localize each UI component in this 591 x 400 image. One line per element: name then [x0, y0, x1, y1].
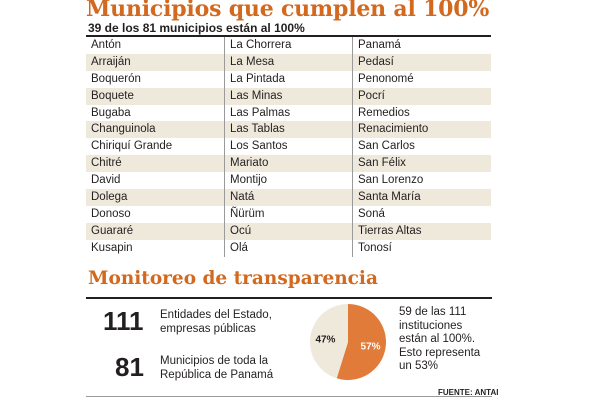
compliance-pie-chart: 57% 47% — [310, 304, 386, 380]
municipality-cell: Natá — [225, 189, 352, 206]
footer-divider — [86, 396, 492, 397]
municipality-cell: Tierras Altas — [353, 222, 491, 240]
section-divider — [86, 297, 492, 299]
municipality-cell: Dolega — [86, 189, 224, 206]
municipality-cell: Mariato — [225, 155, 352, 173]
municipality-cell: La Mesa — [225, 53, 352, 71]
page-subtitle: 39 de los 81 municipios están al 100% — [88, 21, 305, 35]
municipality-cell: Montijo — [230, 174, 268, 187]
municipality-cell: Boquerón — [91, 72, 141, 85]
pie-slice-label: 57% — [361, 341, 381, 352]
municipality-cell: Ocú — [225, 222, 352, 240]
header-divider — [86, 35, 491, 37]
municipality-cell: Donoso — [91, 207, 131, 220]
municipality-cell: Arraiján — [86, 53, 224, 71]
municipality-cell: San Félix — [353, 155, 491, 173]
municipality-cell: Antón — [91, 39, 122, 51]
compliance-summary: 59 de las 111 instituciones están al 100… — [399, 306, 481, 372]
municipality-cell: Changuinola — [86, 121, 224, 139]
municipality-cell: Panamá — [358, 39, 401, 51]
municipalities-column-2: La Chorrera La Mesa La Pintada Las Minas Las… — [224, 37, 353, 257]
municipalities-column-3: Panamá Pedasí Penonomé Pocrí Remedios Renacim… — [353, 37, 491, 257]
municipality-cell: Las Minas — [225, 87, 352, 105]
entities-description: Entidades del Estado, empresas públicas — [160, 309, 272, 335]
pie-slice — [310, 304, 348, 379]
municipality-cell: Las Tablas — [225, 121, 352, 139]
municipality-cell: David — [91, 174, 121, 187]
municipality-cell: Las Palmas — [230, 106, 291, 119]
source-credit: FUENTE: ANTAI — [438, 388, 499, 397]
municipality-cell: Kusapin — [91, 241, 133, 254]
municipality-cell: Soná — [358, 207, 385, 220]
municipality-cell: Chitré — [86, 155, 224, 173]
municipality-cell: Renacimiento — [353, 121, 491, 139]
municipality-cell: Remedios — [358, 106, 410, 119]
municipality-cell: Boquete — [86, 87, 224, 105]
pie-slice — [336, 304, 386, 380]
municipality-cell: La Pintada — [230, 72, 285, 85]
municipality-cell: La Chorrera — [230, 39, 292, 51]
monitoring-title: Monitoreo de transparencia — [88, 268, 378, 289]
municipalities-count: 81 — [115, 352, 144, 382]
municipality-cell: Bugaba — [91, 106, 131, 119]
pie-slice-label: 47% — [315, 335, 335, 346]
municipality-cell: Chiriquí Grande — [91, 140, 173, 153]
municipality-cell: Pocrí — [353, 87, 491, 105]
municipalities-table: Antón Arraiján Boquerón Boquete Bugaba Changu… — [86, 37, 491, 257]
municipality-cell: Ñürüm — [230, 207, 265, 220]
municipality-cell: San Carlos — [358, 140, 415, 153]
municipality-cell: Olá — [230, 241, 248, 254]
municipality-cell: Santa María — [353, 189, 491, 206]
municipality-cell: Pedasí — [353, 53, 491, 71]
entities-count: 111 — [103, 306, 144, 336]
page-title: Municipios que cumplen al 100% — [86, 0, 490, 22]
municipality-cell: Penonomé — [358, 72, 414, 85]
municipalities-description: Municipios de toda la República de Panam… — [160, 355, 274, 381]
municipality-cell: San Lorenzo — [358, 174, 424, 187]
municipalities-column-1: Antón Arraiján Boquerón Boquete Bugaba Changu… — [86, 37, 224, 257]
municipality-cell: Tonosí — [358, 241, 392, 254]
municipality-cell: Guararé — [86, 222, 224, 240]
municipality-cell: Los Santos — [230, 140, 288, 153]
